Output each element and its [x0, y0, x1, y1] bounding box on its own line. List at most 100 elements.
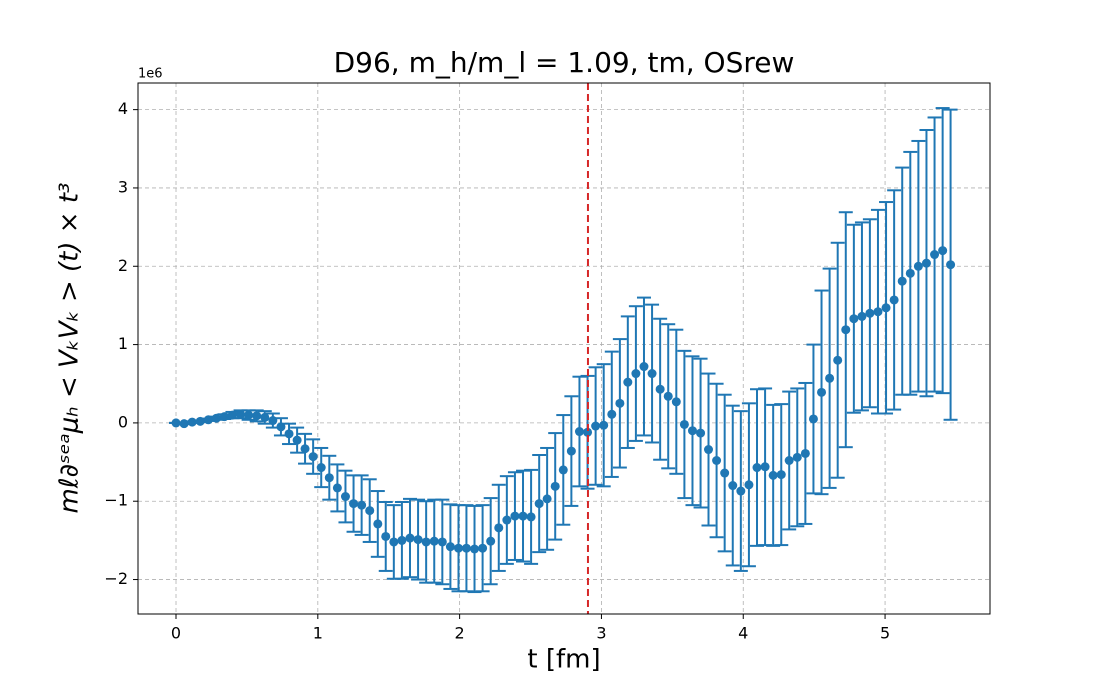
point — [244, 410, 254, 420]
point — [671, 397, 681, 407]
y-tick-label: 1 — [118, 334, 128, 353]
x-tick-label: 1 — [313, 624, 323, 643]
y-tick-label: 4 — [118, 99, 128, 118]
x-tick-label: 5 — [880, 624, 890, 643]
point — [808, 414, 818, 424]
y-tick-label: 0 — [118, 412, 128, 431]
y-tick-label: 3 — [118, 177, 128, 196]
point — [591, 421, 601, 431]
point — [631, 369, 641, 379]
point — [413, 535, 423, 545]
plot-frame — [137, 82, 991, 615]
point — [833, 355, 843, 365]
point — [389, 537, 399, 547]
point — [219, 412, 229, 422]
point — [687, 426, 697, 436]
point — [639, 362, 649, 372]
point — [930, 250, 940, 260]
point — [728, 481, 738, 491]
point — [889, 295, 899, 305]
point — [873, 307, 883, 317]
point — [252, 411, 262, 421]
point — [897, 276, 907, 286]
point — [429, 536, 439, 546]
point — [357, 500, 367, 510]
x-tick-label: 0 — [171, 624, 181, 643]
y-tick-label: −2 — [104, 569, 128, 588]
point — [792, 452, 802, 462]
point — [679, 419, 689, 429]
x-tick-label: 4 — [738, 624, 748, 643]
point — [720, 468, 730, 478]
point — [292, 435, 302, 445]
point — [800, 448, 810, 458]
x-tick-label: 3 — [596, 624, 606, 643]
point — [461, 543, 471, 553]
point — [260, 412, 270, 422]
point — [381, 531, 391, 541]
point — [752, 463, 762, 473]
point — [284, 429, 294, 439]
point — [510, 511, 520, 521]
point — [421, 537, 431, 547]
point — [494, 523, 504, 533]
point — [534, 499, 544, 509]
point — [607, 409, 617, 419]
point — [623, 377, 633, 387]
point — [300, 444, 310, 454]
point — [324, 473, 334, 483]
point — [744, 480, 754, 490]
point — [841, 325, 851, 335]
point — [825, 373, 835, 383]
point — [655, 384, 665, 394]
point — [405, 533, 415, 543]
point — [913, 261, 923, 271]
point — [349, 499, 359, 509]
y-tick-label: 2 — [118, 256, 128, 275]
point — [760, 462, 770, 472]
point — [905, 268, 915, 278]
point — [470, 544, 480, 554]
point — [696, 428, 706, 438]
point — [938, 246, 948, 256]
point — [526, 512, 536, 522]
point — [615, 398, 625, 408]
point — [478, 543, 488, 553]
point — [558, 465, 568, 475]
x-axis-label: t [fm] — [527, 645, 600, 675]
point — [453, 543, 463, 553]
point — [171, 418, 181, 428]
point — [663, 391, 673, 401]
point — [784, 455, 794, 465]
point — [550, 481, 560, 491]
point — [445, 542, 455, 552]
point — [849, 314, 859, 324]
point — [566, 446, 576, 456]
point — [397, 535, 407, 545]
point — [365, 506, 375, 516]
point — [817, 387, 827, 397]
point — [599, 420, 609, 430]
point — [340, 492, 350, 502]
point — [308, 452, 318, 462]
point — [373, 519, 383, 529]
point — [736, 486, 746, 496]
point — [437, 537, 447, 547]
point — [881, 303, 891, 313]
point — [704, 445, 714, 455]
point — [486, 536, 496, 546]
point — [583, 427, 593, 437]
point — [211, 413, 221, 423]
point — [236, 409, 246, 419]
y-axis-label: mℓ∂ˢᵉᵃμₕ < VₖVₖ > (t) × t³ — [55, 183, 85, 514]
point — [857, 311, 867, 321]
point — [946, 260, 956, 270]
point — [921, 258, 931, 268]
point — [542, 494, 552, 504]
y-offset-label: 1e6 — [138, 67, 163, 82]
point — [574, 427, 584, 437]
y-tick-label: −1 — [104, 491, 128, 510]
point — [712, 455, 722, 465]
point — [518, 511, 528, 521]
